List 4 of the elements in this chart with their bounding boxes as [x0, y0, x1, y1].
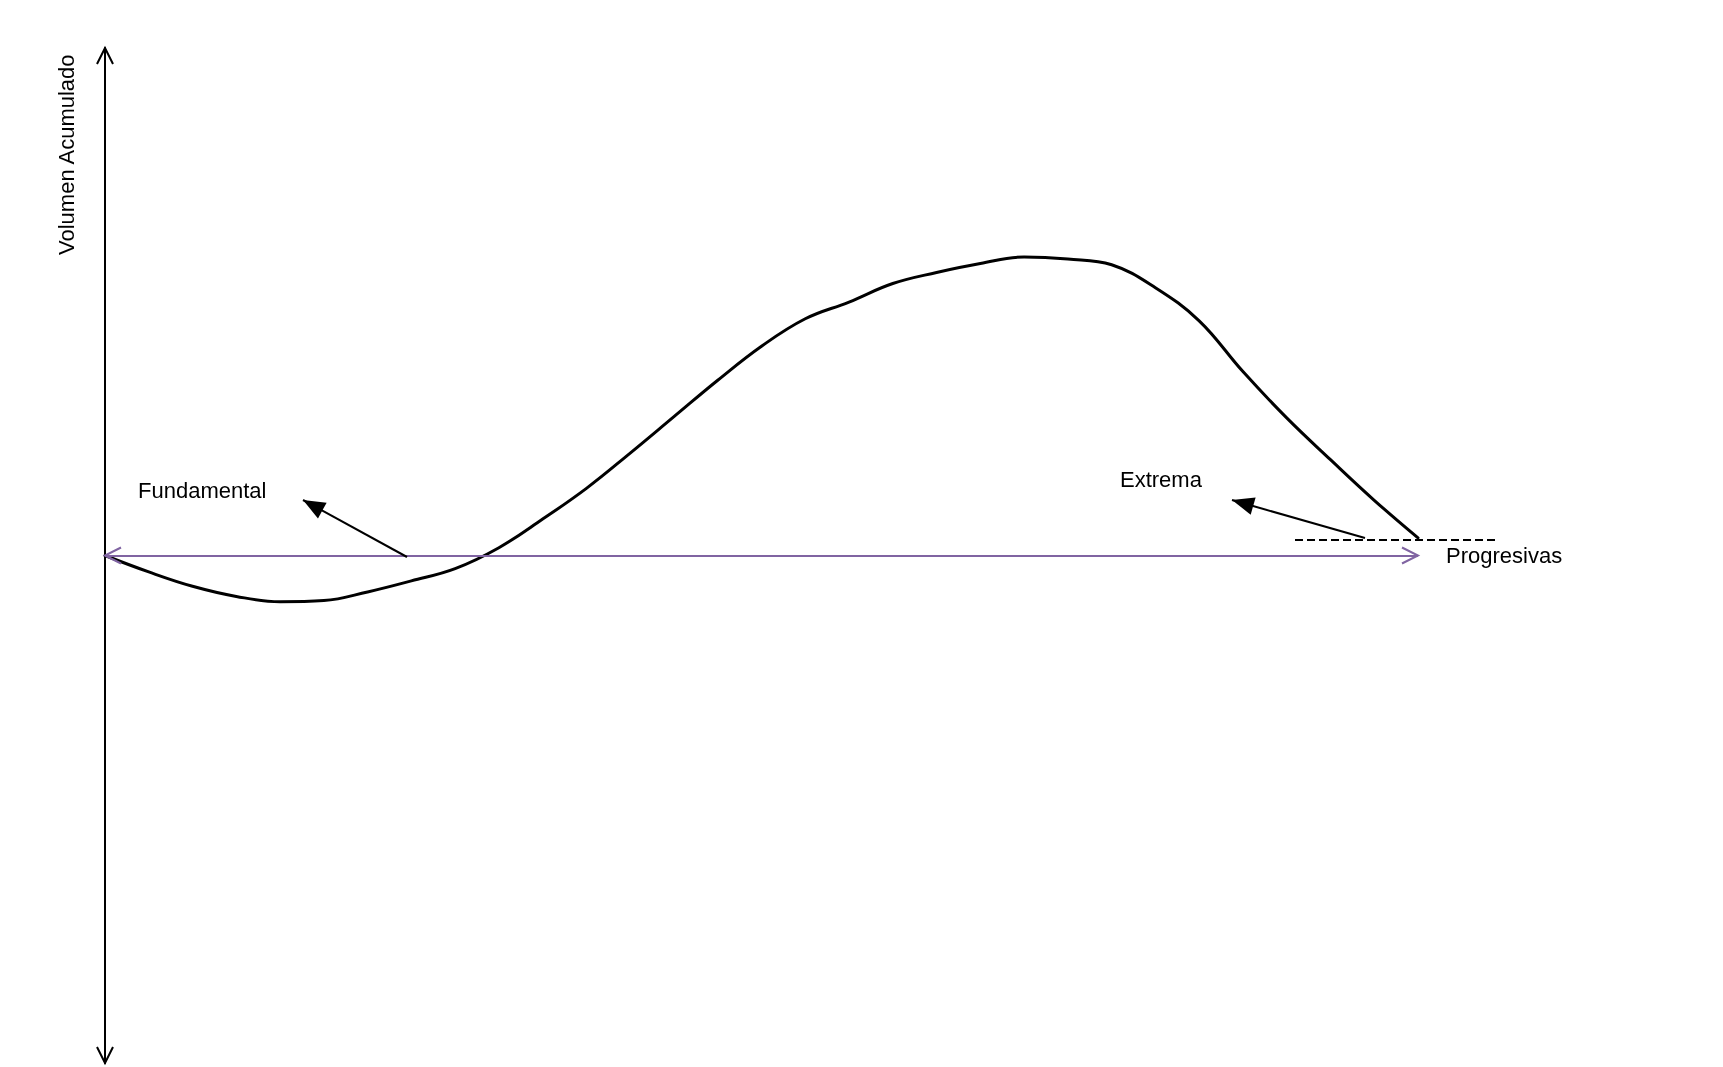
x-axis-title: Progresivas — [1446, 543, 1563, 568]
annotation: Fundamental — [138, 478, 267, 503]
y-axis-title: Volumen Acumulado — [54, 54, 79, 255]
annotation: Extrema — [1120, 467, 1203, 492]
